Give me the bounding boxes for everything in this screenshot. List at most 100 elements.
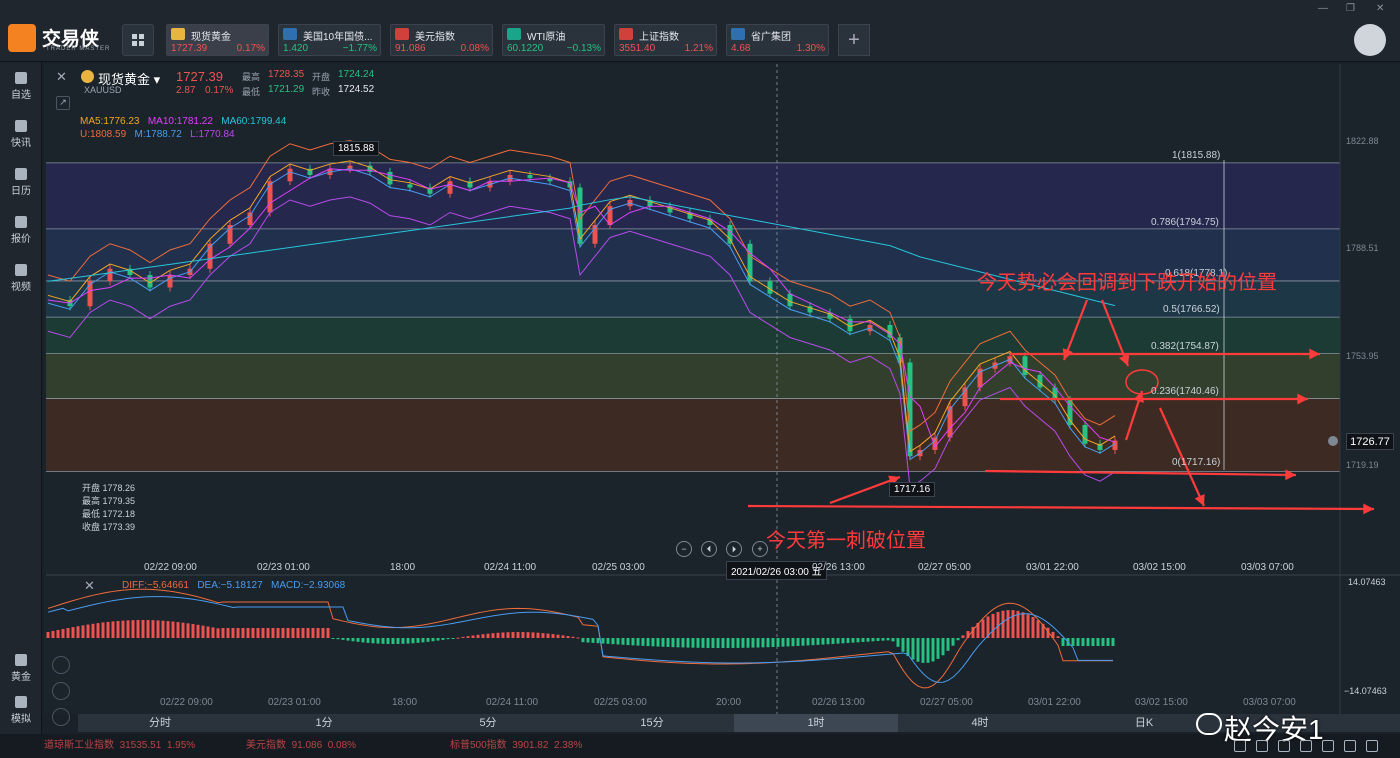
avatar[interactable] [1354, 24, 1386, 56]
low-label: 最低 [242, 87, 261, 97]
symbol-name[interactable]: 现货黄金 ▾ [98, 72, 161, 87]
zoom-in-button[interactable]: + [752, 541, 768, 557]
arrow-fib-236-head [1297, 393, 1308, 405]
settings-icon[interactable] [1300, 740, 1312, 752]
quote-tile[interactable]: 省广集团 4.68 1.30% [726, 24, 829, 56]
x-axis-label: 02/26 13:00 [812, 562, 865, 573]
arrow-first-break [829, 475, 901, 505]
macd-bar [276, 628, 280, 638]
sidebar-item[interactable]: 报价 [0, 212, 42, 252]
quote-tile[interactable]: WTI原油 60.1220 −0.13% [502, 24, 605, 56]
period-tab[interactable]: 4时 [971, 717, 989, 729]
quote-tile[interactable]: 上证指数 3551.40 1.21% [614, 24, 717, 56]
macd-bar [751, 638, 755, 648]
sidebar-item[interactable]: 视频 [0, 260, 42, 300]
quote-tile[interactable]: 美元指数 91.086 0.08% [390, 24, 493, 56]
market-icon [171, 28, 185, 40]
ma60-line [47, 196, 1116, 307]
macd-bar [626, 638, 630, 646]
tile-name: 美国10年国债... [303, 32, 373, 43]
macd-bar [476, 634, 480, 638]
macd-bar [1076, 638, 1080, 646]
period-tab[interactable]: 15分 [640, 717, 664, 729]
macd-bar [436, 638, 440, 641]
boll-lower-label: L:1770.84 [190, 129, 235, 140]
period-tab[interactable]: 1分 [315, 717, 333, 729]
sidebar-item[interactable]: 模拟 [0, 692, 42, 732]
ticker-item[interactable]: 美元指数 91.086 0.08% [246, 736, 356, 751]
macd-bar [681, 638, 685, 648]
crosshair-time-tag: 2021/02/26 03:00 五 [726, 561, 827, 580]
quote-tile[interactable]: 美国10年国债... 1.420 −1.77% [278, 24, 381, 56]
macd-bar [696, 638, 700, 648]
draw-tool-icon[interactable]: ↗ [56, 96, 70, 110]
tile-change: 1.30% [796, 43, 825, 54]
candle-body [227, 224, 233, 244]
x-axis-label: 02/23 01:00 [257, 562, 310, 573]
sidebar-item[interactable]: 日历 [0, 164, 42, 204]
period-tab[interactable]: 5分 [479, 717, 497, 729]
candle-body [207, 243, 213, 269]
ma60-label: MA60:1799.44 [221, 116, 287, 127]
ticker-item[interactable]: 道琼斯工业指数 31535.51 1.95% [44, 736, 195, 751]
theme-icon[interactable] [1366, 740, 1378, 752]
candle-body [577, 187, 583, 244]
camera-icon[interactable] [1344, 740, 1356, 752]
period-tab[interactable]: 日K [1134, 717, 1154, 729]
sidebar-item[interactable]: 自选 [0, 68, 42, 108]
calendar-icon [15, 168, 27, 180]
macd-bar [826, 638, 830, 645]
period-tab[interactable]: 1时 [734, 714, 898, 732]
macd-bar [506, 632, 510, 638]
indicator-tool-icon[interactable] [52, 656, 70, 674]
close-window-icon[interactable]: ✕ [1376, 3, 1385, 14]
macd-bar [996, 611, 1000, 638]
close-macd-icon[interactable]: ✕ [84, 578, 95, 593]
quote-tile[interactable]: 现货黄金 1727.39 0.17% [166, 24, 269, 56]
market-icon [507, 28, 521, 40]
grid-menu-button[interactable] [122, 24, 154, 56]
zoom-out-button[interactable]: − [676, 541, 692, 557]
macd-bar [321, 628, 325, 638]
fullscreen-icon[interactable] [1322, 740, 1334, 752]
tile-price: 1727.39 [171, 43, 208, 54]
macd-bar [226, 628, 230, 638]
restore-icon[interactable]: ❐ [1346, 3, 1355, 14]
tile-name: 上证指数 [639, 32, 679, 43]
sidebar-item[interactable]: 快讯 [0, 116, 42, 156]
macd-bar [131, 620, 135, 638]
tile-change: 1.21% [684, 43, 713, 54]
arrow-target-left-head [1062, 348, 1073, 360]
macd-bar [386, 638, 390, 644]
sidebar-item[interactable]: 黄金 [0, 650, 42, 690]
calendar-icon[interactable] [1278, 740, 1290, 752]
macd-bar [106, 621, 110, 638]
period-tab[interactable]: 分时 [149, 717, 171, 729]
video-icon [15, 264, 27, 276]
fib-band [46, 280, 1340, 318]
minimize-icon[interactable]: — [1318, 3, 1328, 14]
macd-bar [576, 637, 580, 639]
signal-icon[interactable] [1234, 740, 1246, 752]
close-chart-icon[interactable]: ✕ [56, 69, 67, 84]
macd-bar [171, 621, 175, 638]
ticker-item[interactable]: 标普500指数 3901.82 2.38% [450, 736, 582, 751]
macd-bar [546, 633, 550, 638]
scroll-left-button[interactable]: ⏴ [701, 541, 717, 557]
star-icon [15, 72, 27, 84]
macd-bar [91, 623, 95, 638]
add-symbol-button[interactable]: + [838, 24, 870, 56]
ohlc-tooltip: 开盘 1778.26 最高 1779.35 最低 1772.18 收盘 1773… [82, 482, 135, 534]
macd-bar [791, 638, 795, 647]
scroll-right-button[interactable]: ⏵ [726, 541, 742, 557]
chart-type-icon[interactable] [52, 708, 70, 726]
candle-body [1052, 387, 1058, 400]
macd-bar [816, 638, 820, 645]
candle-body [847, 318, 853, 332]
chat-icon[interactable] [1256, 740, 1268, 752]
arrow-fib-382-head [1309, 348, 1320, 360]
symbol-code: XAUUSD [84, 85, 122, 95]
pencil-tool-icon[interactable] [52, 682, 70, 700]
macd-bar [786, 638, 790, 647]
